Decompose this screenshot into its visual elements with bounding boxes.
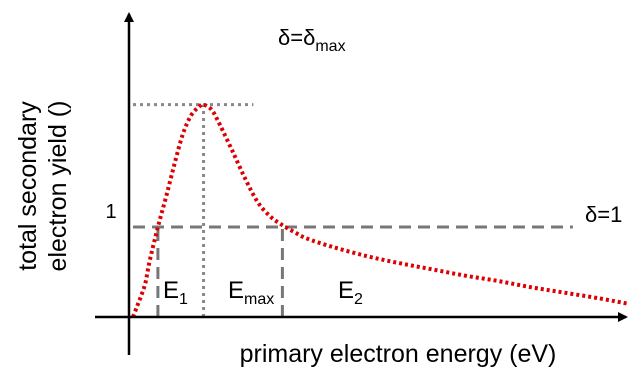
x-axis-label: primary electron energy (eV) xyxy=(240,340,557,368)
yield-curve-series-0 xyxy=(131,102,628,318)
y-tick-label-1: 1 xyxy=(105,201,116,223)
e2-base: E xyxy=(338,277,354,304)
delta-max-base: δ=δ xyxy=(278,25,315,50)
series-group xyxy=(131,102,628,318)
y-axis-label: total secondary electron yield () xyxy=(14,101,72,272)
delta-max-annotation: δ=δmax xyxy=(278,25,346,55)
emax-base: E xyxy=(228,277,244,304)
y-axis-label-line1: total secondary xyxy=(14,101,42,271)
e2-label: E2 xyxy=(338,277,363,308)
y-axis-label-line2: electron yield () xyxy=(44,101,72,272)
delta-max-sub: max xyxy=(315,38,345,55)
e1-base: E xyxy=(163,277,179,304)
e1-label: E1 xyxy=(163,277,188,308)
reference-lines xyxy=(133,103,573,317)
emax-sub: max xyxy=(244,291,274,308)
emax-label: Emax xyxy=(228,277,274,308)
delta-one-annotation: δ=1 xyxy=(585,202,622,227)
e2-sub: 2 xyxy=(354,291,363,308)
e1-sub: 1 xyxy=(179,291,188,308)
